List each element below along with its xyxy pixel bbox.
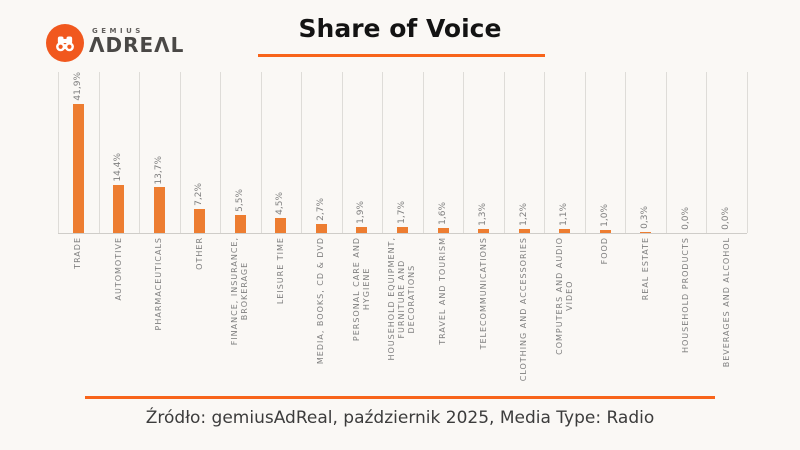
bar-value-label: 1,7% [396,201,407,225]
footer-divider-line [85,396,715,399]
category-label: TELECOMMUNICATIONS [478,237,488,350]
gridline [139,72,141,233]
bar [356,226,368,233]
logo-circle [46,24,84,62]
chart-column: 1,2% CLOTHING AND ACCESSORIES [504,72,545,394]
bar-value-label: 1,0% [599,203,610,227]
chart-column: 1,6% TRAVEL AND TOURISM [423,72,464,394]
bar [113,185,125,233]
gridline [503,72,505,233]
category-label: TRAVEL AND TOURISM [438,237,447,345]
bar [437,227,449,233]
category-label: CLOTHING AND ACCESSORIES [519,237,529,382]
chart-column: 1,7% HOUSEHOLD EQUIPMENT, FURNITURE AND D… [382,72,423,394]
category-label: FINANCE, INSURANCE, BROKERAGE [230,237,250,346]
bar-value-label: 1,1% [559,203,570,227]
chart-column: 41,9% TRADE [58,72,99,394]
bar [396,227,408,233]
gridline [301,72,303,233]
logo-adreal-text: ΛDREΛL [89,33,185,57]
gridline [422,72,424,233]
category-label: OTHER [194,237,204,270]
gridline [625,72,627,233]
bar-value-label: 41,9% [72,72,83,101]
bar-value-label: 0,3% [640,206,651,230]
bar-value-label: 0,0% [680,207,691,230]
chart-column: 13,7% PHARMACEUTICALS [139,72,180,394]
chart-column: 1,3% TELECOMMUNICATIONS [463,72,504,394]
bar-value-label: 4,5% [275,192,286,215]
category-label: MEDIA, BOOKS, CD & DVD [316,237,326,365]
bar-value-label: 7,2% [194,183,205,206]
share-of-voice-chart: 41,9% TRADE 14,4% AUTOMOTIVE 13,7% PHARMACEUT… [58,72,748,394]
category-label: PERSONAL CARE AND HYGIENE [351,237,371,342]
chart-column: 2,7% MEDIA, BOOKS, CD & DVD [301,72,342,394]
bar-value-label: 0,0% [721,207,732,230]
category-label: FOOD [600,237,610,265]
category-label: AUTOMOTIVE [113,237,123,301]
gridline [544,72,546,233]
bar [599,229,611,233]
gridline [382,72,384,233]
bar [153,187,165,233]
bar-value-label: 1,6% [437,201,448,225]
chart-column: 0,0% BEVERAGES AND ALCOHOL [706,72,747,394]
x-axis-line [58,233,747,234]
chart-column: 0,0% HOUSEHOLD PRODUCTS [666,72,707,394]
gridline [463,72,465,233]
bar-value-label: 13,7% [153,155,164,185]
bar-value-label: 2,7% [315,198,326,221]
gridline [747,72,748,233]
category-label: HOUSEHOLD EQUIPMENT, FURNITURE AND DECOR… [387,237,417,361]
category-label: PHARMACEUTICALS [154,237,164,331]
chart-column: 7,2% OTHER [180,72,221,394]
logo-gemius-text: GEMIUS [92,27,144,35]
bar-value-label: 1,9% [356,200,367,224]
chart-column: 4,5% LEISURE TIME [261,72,302,394]
category-label: REAL ESTATE [640,237,650,301]
chart-column: 1,1% COMPUTERS AND AUDIO VIDEO [544,72,585,394]
bar-value-label: 1,3% [478,202,489,226]
category-label: TRADE [73,237,83,269]
category-label: HOUSEHOLD PRODUCTS [681,237,691,354]
bar [559,229,571,233]
gridline [584,72,586,233]
bar [234,214,246,233]
gridline [58,72,59,233]
page-title: Share of Voice [298,14,502,43]
gridline [98,72,100,233]
chart-column: 0,3% REAL ESTATE [625,72,666,394]
bar [72,103,84,233]
category-label: COMPUTERS AND AUDIO VIDEO [554,237,574,355]
bar-value-label: 1,2% [518,203,529,226]
chart-column: 1,9% PERSONAL CARE AND HYGIENE [342,72,383,394]
gridline [220,72,222,233]
bar [478,228,490,233]
bar-value-label: 5,5% [234,188,245,212]
bar [315,224,327,233]
gridline [341,72,343,233]
title-underline [258,54,545,57]
bar [194,209,206,233]
category-label: BEVERAGES AND ALCOHOL [721,237,731,368]
category-label: LEISURE TIME [275,237,285,305]
bar [518,229,530,233]
gridline [706,72,708,233]
binoculars-icon [56,36,74,52]
chart-column: 14,4% AUTOMOTIVE [99,72,140,394]
bar-value-label: 14,4% [113,153,124,182]
chart-column: 1,0% FOOD [585,72,626,394]
bar [640,232,652,233]
bar [275,218,287,233]
chart-column: 5,5% FINANCE, INSURANCE, BROKERAGE [220,72,261,394]
gridline [179,72,181,233]
gridline [260,72,262,233]
source-note: Źródło: gemiusAdReal, październik 2025, … [145,408,655,428]
gridline [665,72,667,233]
